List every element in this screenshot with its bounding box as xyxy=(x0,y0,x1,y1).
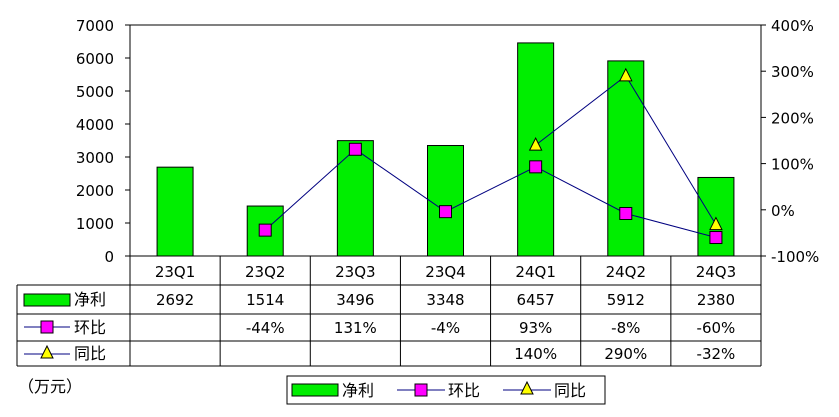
legend-key-bar xyxy=(291,383,339,397)
legend-box xyxy=(286,375,606,405)
y-tick-label: 1000 xyxy=(76,215,114,233)
category-label: 23Q3 xyxy=(335,263,375,281)
bar xyxy=(427,145,464,257)
bar-series xyxy=(156,42,735,257)
category-label: 23Q4 xyxy=(425,263,465,281)
square-marker xyxy=(529,160,543,174)
y2-tick-label: 100% xyxy=(771,156,814,174)
category-label: 23Q1 xyxy=(155,263,195,281)
y-tick-label: 3000 xyxy=(76,149,114,167)
legend-label: 同比 xyxy=(554,381,586,400)
category-label: 24Q2 xyxy=(606,263,646,281)
square-marker xyxy=(348,142,362,156)
row-label: 环比 xyxy=(74,318,106,337)
row-key-marker xyxy=(40,344,54,359)
y-tick-label: 6000 xyxy=(76,50,114,68)
series-line xyxy=(264,148,717,239)
legend-label: 净利 xyxy=(342,381,374,400)
line-series xyxy=(258,67,723,245)
y2-tick-label: 300% xyxy=(771,63,814,81)
table-value: 2380 xyxy=(697,291,735,309)
y2-tick-label: -100% xyxy=(771,248,819,266)
y-tick-label: 7000 xyxy=(76,17,114,35)
table-value: 3496 xyxy=(336,291,374,309)
y-tick-label: 2000 xyxy=(76,182,114,200)
y2-tick-label: 200% xyxy=(771,109,814,127)
category-label: 23Q2 xyxy=(245,263,285,281)
bar xyxy=(607,60,645,257)
y-tick-label: 4000 xyxy=(76,116,114,134)
bar xyxy=(156,166,194,257)
table-value: 6457 xyxy=(517,291,555,309)
table-value: 1514 xyxy=(246,291,284,309)
legend: 净利 环比 同比 xyxy=(286,375,606,405)
row-label: 同比 xyxy=(74,344,106,363)
triangle-marker xyxy=(528,137,543,151)
table-value: -60% xyxy=(697,319,736,337)
table-value: -4% xyxy=(431,319,460,337)
table-value: -8% xyxy=(611,319,640,337)
category-label: 24Q1 xyxy=(515,263,555,281)
square-marker xyxy=(619,206,633,220)
y2-tick-label: 0% xyxy=(771,202,795,220)
table-value: 2692 xyxy=(156,291,194,309)
table-value: 5912 xyxy=(607,291,645,309)
y2-tick-label: 400% xyxy=(771,17,814,35)
triangle-marker xyxy=(709,216,723,231)
legend-key-marker xyxy=(414,383,428,397)
table-value: -32% xyxy=(697,345,736,363)
y-tick-label: 0 xyxy=(104,248,114,266)
table-value: 140% xyxy=(514,345,557,363)
row-label: 净利 xyxy=(74,290,106,309)
square-marker xyxy=(709,231,723,245)
unit-label: （万元） xyxy=(18,377,82,396)
row-key-bar xyxy=(23,293,71,307)
legend-label: 环比 xyxy=(448,381,480,400)
triangle-marker xyxy=(618,67,633,82)
table-value: 131% xyxy=(334,319,377,337)
y-tick-label: 5000 xyxy=(76,83,114,101)
table-value: 3348 xyxy=(426,291,464,309)
axes: 0 1000 2000 3000 4000 5000 6000 7000 -100% 0% 100%… xyxy=(76,17,819,266)
square-marker xyxy=(439,205,452,219)
row-key-marker xyxy=(40,320,54,334)
category-label: 24Q3 xyxy=(696,263,736,281)
table-value: 290% xyxy=(604,345,647,363)
legend-key-marker xyxy=(520,380,534,395)
square-marker xyxy=(258,223,272,237)
table-value: -44% xyxy=(246,319,285,337)
table-value: 93% xyxy=(519,319,552,337)
